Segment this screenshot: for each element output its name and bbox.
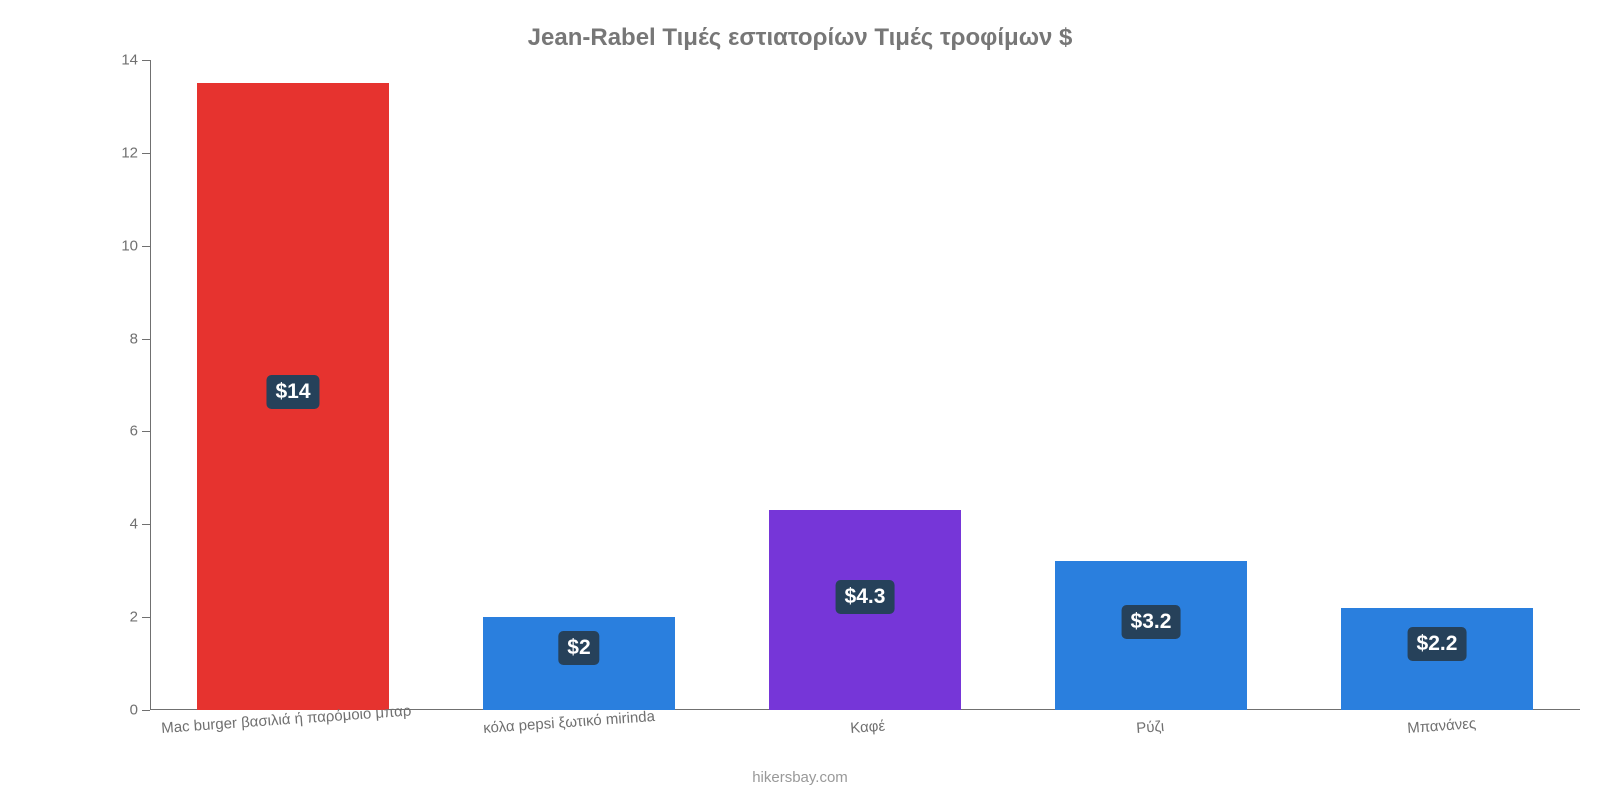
category-label: Ρύζι: [1135, 708, 1165, 737]
y-tick-label: 10: [121, 237, 150, 254]
attribution-text: hikersbay.com: [0, 769, 1600, 786]
category-label: Καφέ: [849, 708, 886, 737]
bar-value-label: $2.2: [1408, 627, 1467, 661]
y-tick-label: 0: [130, 702, 150, 719]
category-label: Μπανάνες: [1406, 705, 1477, 737]
bar-value-label: $14: [266, 375, 319, 409]
y-tick-label: 12: [121, 144, 150, 161]
y-tick-label: 6: [130, 423, 150, 440]
bar-value-label: $3.2: [1122, 605, 1181, 639]
bar: $14: [197, 83, 389, 710]
chart-container: Jean-Rabel Τιμές εστιατορίων Τιμές τροφί…: [0, 0, 1600, 800]
chart-title: Jean-Rabel Τιμές εστιατορίων Τιμές τροφί…: [0, 24, 1600, 52]
bar: $3.2: [1055, 561, 1247, 710]
plot-area: $14$2$4.3$3.2$2.2 02468101214Mac burger …: [150, 60, 1580, 710]
y-tick-label: 4: [130, 516, 150, 533]
bar: $2: [483, 617, 675, 710]
bar-value-label: $2: [558, 631, 599, 665]
y-tick-label: 8: [130, 330, 150, 347]
bars-group: $14 $2 $4.3 $3.2 $2.2: [150, 60, 1580, 710]
y-tick-label: 2: [130, 609, 150, 626]
y-tick-label: 14: [121, 52, 150, 69]
bar: $2.2: [1341, 608, 1533, 710]
bar-value-label: $4.3: [836, 580, 895, 614]
bar: $4.3: [769, 510, 961, 710]
